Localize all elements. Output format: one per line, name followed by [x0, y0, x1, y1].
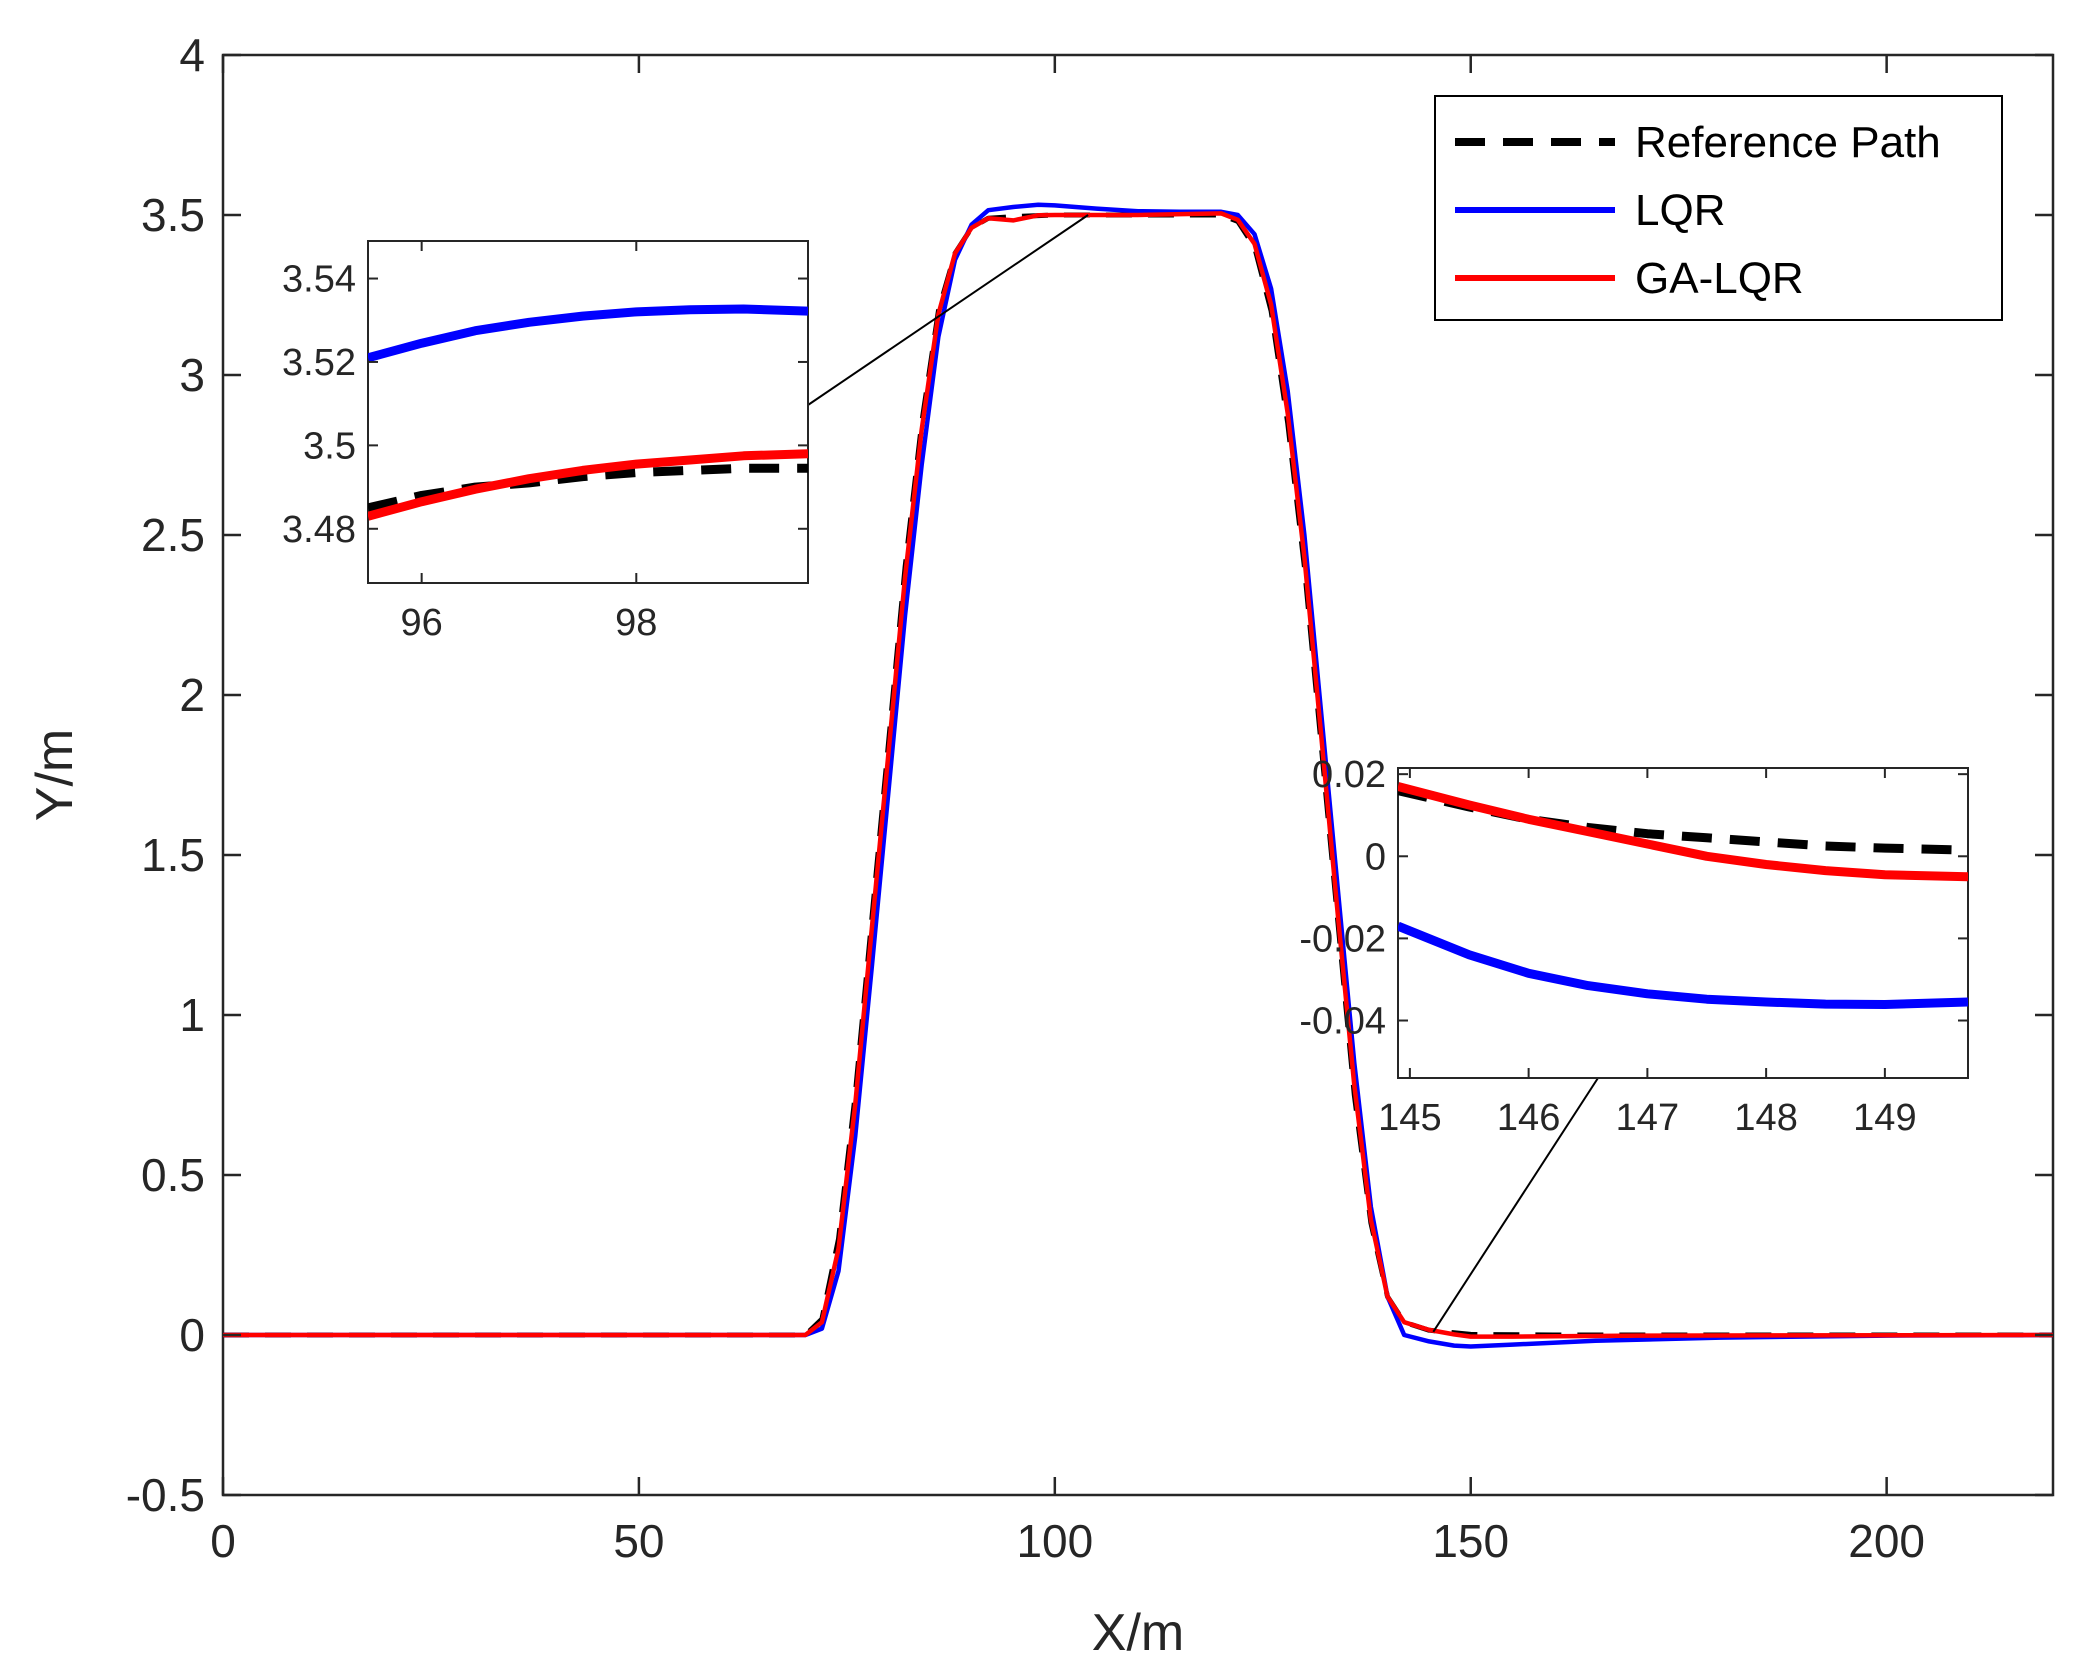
inset-lower-connector: [1432, 1077, 1599, 1333]
main-axes-group: 0 50 100 150 200-0.500.511.522.533.54: [126, 29, 2053, 1567]
y-tick-label: 2.5: [141, 509, 205, 561]
legend-label-ga-lqr: GA-LQR: [1635, 254, 1804, 303]
inset-upper-line-reference-path: [368, 463, 808, 513]
legend-label-reference-path: Reference Path: [1635, 118, 1941, 167]
y-tick-label: 0.5: [141, 1149, 205, 1201]
inset-lower: 145 146 147 148 149 -0.04 -0.02 0 0.02: [1299, 754, 1969, 1139]
inset-upper-series: [368, 304, 808, 521]
inset-lower-x-tick-label: 149: [1853, 1097, 1916, 1139]
inset-upper-x-tick-label: 96: [401, 602, 443, 644]
inset-lower-line-lqr: [1398, 921, 1968, 1009]
inset-lower-y-tick-label: 0: [1365, 836, 1386, 878]
inset-lower-axes: 145 146 147 148 149 -0.04 -0.02 0 0.02: [1299, 754, 1968, 1139]
y-tick-label: 1.5: [141, 829, 205, 881]
y-tick-label: -0.5: [126, 1469, 205, 1521]
legend-box: [1434, 95, 2003, 321]
inset-lower-x-tick-label: 146: [1497, 1097, 1560, 1139]
inset-upper-axes: 96 98 3.48 3.5 3.52 3.54: [282, 241, 808, 644]
y-tick-label: 4: [179, 29, 205, 81]
inset-lower-y-tick-label: -0.02: [1299, 918, 1386, 960]
inset-upper: 96 98 3.48 3.5 3.52 3.54: [282, 240, 809, 644]
inset-lower-x-tick-label: 147: [1616, 1097, 1679, 1139]
inset-lower-series: [1398, 782, 1968, 1009]
inset-lower-x-tick-label: 145: [1378, 1097, 1441, 1139]
inset-upper-line-lqr: [368, 304, 808, 363]
legend-label-lqr: LQR: [1635, 186, 1725, 235]
x-tick-label: 150: [1432, 1515, 1509, 1567]
x-axis-title: X/m: [1092, 1604, 1184, 1662]
legend: Reference Path LQR GA-LQR: [1434, 95, 2003, 321]
inset-upper-y-tick-label: 3.48: [282, 509, 356, 551]
x-tick-label: 0: [210, 1515, 236, 1567]
inset-lower-line-ga-lqr: [1398, 782, 1968, 882]
inset-lower-x-tick-label: 148: [1734, 1097, 1797, 1139]
inset-lower-y-tick-label: 0.02: [1312, 754, 1386, 796]
inset-upper-y-tick-label: 3.54: [282, 259, 356, 301]
x-tick-label: 50: [613, 1515, 664, 1567]
x-tick-label: 100: [1016, 1515, 1093, 1567]
y-tick-label: 0: [179, 1309, 205, 1361]
main-series-group: [223, 202, 2053, 1349]
inset-upper-y-tick-label: 3.5: [303, 425, 356, 467]
x-tick-label: 200: [1848, 1515, 1925, 1567]
y-axis-title: Y/m: [26, 729, 84, 821]
inset-upper-line-ga-lqr: [368, 449, 808, 521]
inset-upper-connector: [807, 214, 1089, 406]
y-tick-label: 1: [179, 989, 205, 1041]
inset-lower-y-tick-label: -0.04: [1299, 1001, 1386, 1043]
series-line-ga-lqr: [223, 211, 2053, 1339]
y-tick-label: 2: [179, 669, 205, 721]
inset-upper-x-tick-label: 98: [615, 602, 657, 644]
y-tick-label: 3.5: [141, 189, 205, 241]
inset-upper-y-tick-label: 3.52: [282, 342, 356, 384]
y-tick-label: 3: [179, 349, 205, 401]
